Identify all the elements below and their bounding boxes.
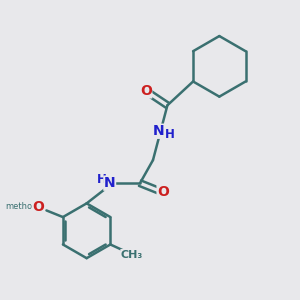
Text: O: O [32, 200, 44, 214]
Text: N: N [104, 176, 116, 190]
Text: O: O [140, 84, 152, 98]
Text: H: H [97, 173, 106, 186]
Text: O: O [32, 200, 44, 214]
Text: O: O [157, 185, 169, 199]
Text: CH₃: CH₃ [121, 250, 143, 260]
Text: methoxy: methoxy [5, 202, 42, 211]
Text: N: N [153, 124, 165, 138]
Text: H: H [164, 128, 174, 141]
